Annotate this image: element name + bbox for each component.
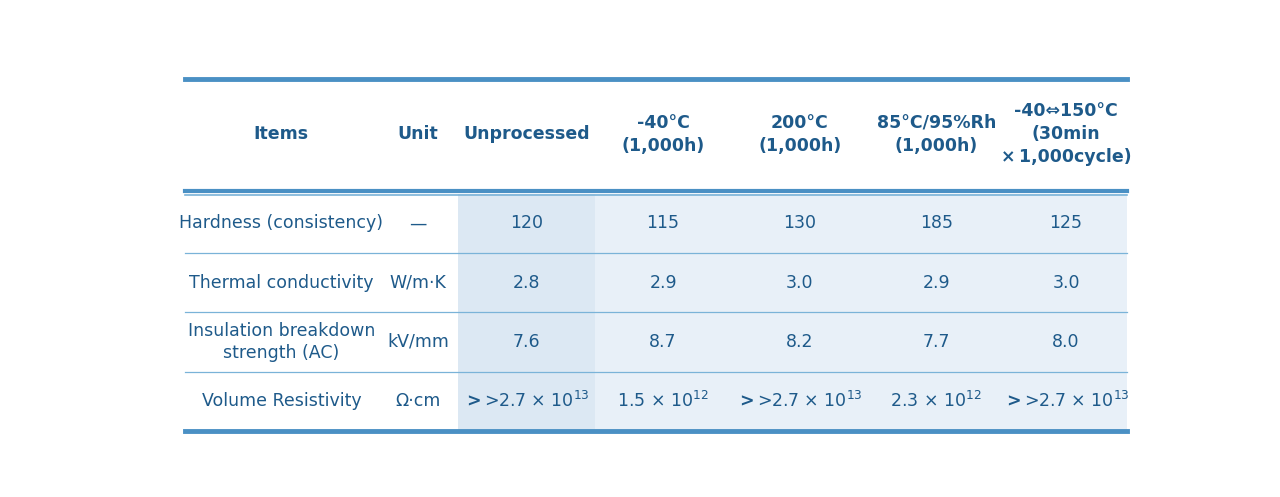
Bar — [595, 253, 731, 312]
Bar — [1005, 312, 1128, 372]
Text: 3.0: 3.0 — [786, 273, 814, 292]
Text: 3.0: 3.0 — [1052, 273, 1080, 292]
Bar — [595, 194, 731, 253]
Bar — [458, 194, 595, 253]
Text: 185: 185 — [920, 214, 952, 232]
Text: 125: 125 — [1050, 214, 1083, 232]
Bar — [1005, 194, 1128, 253]
Bar — [458, 312, 595, 372]
Text: 2.8: 2.8 — [513, 273, 540, 292]
Text: -40°C
(1,000h): -40°C (1,000h) — [622, 114, 705, 155]
Text: W/m·K: W/m·K — [389, 273, 447, 292]
Text: Thermal conductivity: Thermal conductivity — [189, 273, 374, 292]
Text: —: — — [410, 214, 426, 232]
Text: $\bf{>}$>2.7 $\times$ 10$^{13}$: $\bf{>}$>2.7 $\times$ 10$^{13}$ — [1002, 391, 1129, 411]
Text: Unprocessed: Unprocessed — [463, 125, 590, 143]
Text: Hardness (consistency): Hardness (consistency) — [179, 214, 384, 232]
Bar — [458, 253, 595, 312]
Text: 115: 115 — [646, 214, 680, 232]
Bar — [868, 372, 1005, 431]
Bar — [868, 194, 1005, 253]
Bar — [868, 253, 1005, 312]
Text: Ω·cm: Ω·cm — [396, 392, 440, 410]
Text: 8.0: 8.0 — [1052, 333, 1080, 351]
Text: 120: 120 — [509, 214, 543, 232]
Text: Volume Resistivity: Volume Resistivity — [201, 392, 361, 410]
Bar — [458, 372, 595, 431]
Text: 8.7: 8.7 — [649, 333, 677, 351]
Text: 130: 130 — [783, 214, 817, 232]
Text: 2.3 $\times$ 10$^{12}$: 2.3 $\times$ 10$^{12}$ — [891, 391, 982, 411]
Text: 2.9: 2.9 — [923, 273, 950, 292]
Text: 7.7: 7.7 — [923, 333, 950, 351]
Text: Insulation breakdown
strength (AC): Insulation breakdown strength (AC) — [188, 322, 375, 362]
Text: Items: Items — [253, 125, 308, 143]
Bar — [731, 372, 868, 431]
Text: -40⇔150°C
(30min
× 1,000cycle): -40⇔150°C (30min × 1,000cycle) — [1001, 102, 1132, 166]
Text: 1.5 $\times$ 10$^{12}$: 1.5 $\times$ 10$^{12}$ — [617, 391, 709, 411]
Bar — [731, 312, 868, 372]
Bar — [1005, 372, 1128, 431]
Bar — [731, 194, 868, 253]
Text: 7.6: 7.6 — [512, 333, 540, 351]
Text: 2.9: 2.9 — [649, 273, 677, 292]
Text: 200°C
(1,000h): 200°C (1,000h) — [758, 114, 841, 155]
Bar — [595, 372, 731, 431]
Text: kV/mm: kV/mm — [387, 333, 449, 351]
Text: 8.2: 8.2 — [786, 333, 814, 351]
Text: Unit: Unit — [398, 125, 439, 143]
Text: $\bf{>}$>2.7 $\times$ 10$^{13}$: $\bf{>}$>2.7 $\times$ 10$^{13}$ — [736, 391, 863, 411]
Text: $\bf{>}$>2.7 $\times$ 10$^{13}$: $\bf{>}$>2.7 $\times$ 10$^{13}$ — [463, 391, 590, 411]
Bar — [1005, 253, 1128, 312]
Bar — [731, 253, 868, 312]
Text: 85°C/95%Rh
(1,000h): 85°C/95%Rh (1,000h) — [877, 114, 996, 155]
Bar — [595, 312, 731, 372]
Bar — [868, 312, 1005, 372]
